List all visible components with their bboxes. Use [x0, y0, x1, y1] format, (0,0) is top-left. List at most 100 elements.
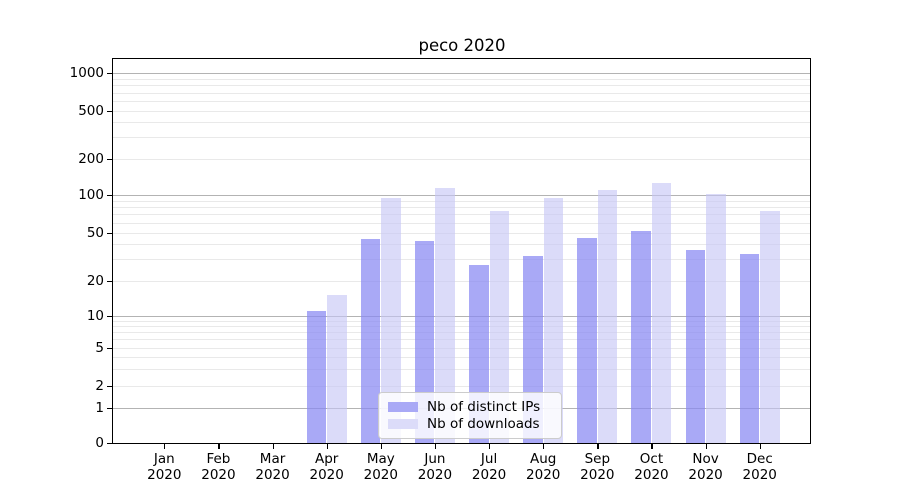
bar-downloads	[327, 295, 347, 443]
minor-gridline	[113, 232, 810, 234]
minor-gridline	[113, 100, 810, 102]
legend-label: Nb of distinct IPs	[427, 399, 541, 415]
x-tick-year: 2020	[742, 467, 777, 483]
minor-gridline	[113, 259, 810, 261]
bar-distinct-ips	[306, 311, 327, 443]
x-tick-label: Jul 2020	[459, 451, 519, 483]
x-tick-year: 2020	[580, 467, 615, 483]
minor-gridline	[113, 85, 810, 87]
legend-swatch	[388, 402, 418, 412]
x-tick-month: Apr	[315, 451, 339, 467]
x-tick-mark	[759, 444, 761, 449]
y-tick-mark	[107, 443, 112, 445]
y-tick-label: 1000	[69, 65, 104, 82]
x-tick-year: 2020	[471, 467, 507, 483]
bar-downloads	[435, 187, 455, 443]
bar-downloads	[706, 193, 726, 443]
x-tick-year: 2020	[147, 467, 182, 483]
major-gridline	[113, 316, 810, 317]
minor-gridline	[113, 386, 810, 387]
y-tick-label: 2	[95, 378, 104, 394]
minor-gridline	[113, 320, 810, 322]
minor-gridline	[113, 339, 810, 341]
y-tick-label: 500	[78, 102, 104, 119]
bar-distinct-ips	[631, 230, 651, 443]
y-tick-mark	[107, 195, 112, 197]
minor-gridline	[113, 200, 810, 202]
x-tick-year: 2020	[688, 467, 723, 483]
bar-distinct-ips	[685, 249, 706, 443]
y-tick-mark	[107, 347, 112, 349]
major-gridline	[113, 195, 810, 196]
minor-gridline	[113, 347, 810, 349]
bar-distinct-ips	[577, 238, 597, 443]
x-tick-year: 2020	[526, 467, 561, 483]
y-tick-label: 20	[86, 272, 104, 289]
minor-gridline	[113, 280, 810, 282]
minor-gridline	[113, 214, 810, 216]
x-tick-mark	[164, 444, 166, 449]
minor-gridline	[113, 332, 810, 334]
x-tick-year: 2020	[309, 467, 344, 483]
y-tick-label: 1	[95, 400, 104, 417]
x-tick-month: Mar	[259, 451, 286, 467]
y-tick-label: 10	[86, 308, 104, 324]
minor-gridline	[113, 110, 810, 112]
legend-item: Nb of downloads	[388, 416, 552, 432]
x-tick-mark	[218, 444, 220, 449]
chart-title: peco 2020	[418, 36, 506, 55]
bar-downloads	[760, 210, 780, 443]
x-tick-year: 2020	[417, 467, 453, 483]
x-tick-label: Mar 2020	[243, 451, 303, 483]
x-tick-month: Feb	[206, 451, 231, 467]
y-tick-mark	[107, 386, 112, 388]
minor-gridline	[113, 158, 810, 160]
y-tick-mark	[107, 280, 112, 282]
y-tick-mark	[107, 408, 112, 410]
y-tick-mark	[107, 316, 112, 318]
legend-swatch	[388, 419, 418, 429]
bar-downloads	[597, 190, 618, 443]
y-tick-mark	[107, 232, 112, 234]
x-tick-mark	[543, 444, 545, 449]
plot-area	[112, 58, 811, 444]
x-tick-month: Oct	[639, 451, 664, 467]
x-tick-year: 2020	[634, 467, 669, 483]
x-tick-label: Feb 2020	[188, 451, 248, 483]
x-tick-label: Dec 2020	[730, 451, 790, 483]
x-tick-label: Apr 2020	[297, 451, 357, 483]
x-tick-month: Jul	[480, 451, 498, 467]
x-tick-month: May	[366, 451, 395, 467]
x-tick-month: Jun	[424, 451, 446, 467]
x-tick-month: Jan	[153, 451, 175, 467]
x-tick-mark	[272, 444, 274, 449]
minor-gridline	[113, 78, 810, 80]
y-tick-mark	[107, 73, 112, 75]
x-tick-label: Sep 2020	[567, 451, 627, 483]
x-tick-year: 2020	[255, 467, 290, 483]
y-tick-label: 100	[78, 187, 104, 203]
x-tick-month: Nov	[692, 451, 719, 467]
x-tick-month: Dec	[746, 451, 773, 467]
x-tick-year: 2020	[201, 467, 236, 483]
minor-gridline	[113, 244, 810, 246]
minor-gridline	[113, 137, 810, 139]
x-tick-label: Jun 2020	[405, 451, 465, 483]
y-tick-label: 50	[86, 224, 104, 241]
x-tick-mark	[326, 444, 328, 449]
legend-label: Nb of downloads	[427, 416, 540, 432]
minor-gridline	[113, 326, 810, 328]
legend-item: Nb of distinct IPs	[388, 399, 552, 415]
y-tick-mark	[107, 158, 112, 160]
minor-gridline	[113, 369, 810, 371]
x-tick-label: Aug 2020	[513, 451, 573, 483]
x-tick-label: Oct 2020	[621, 451, 681, 483]
x-tick-month: Sep	[584, 451, 611, 467]
legend: Nb of distinct IPs Nb of downloads	[378, 392, 562, 439]
y-tick-label: 0	[95, 435, 104, 451]
minor-gridline	[113, 222, 810, 224]
x-tick-mark	[597, 444, 599, 449]
minor-gridline	[113, 92, 810, 94]
x-tick-mark	[489, 444, 491, 449]
